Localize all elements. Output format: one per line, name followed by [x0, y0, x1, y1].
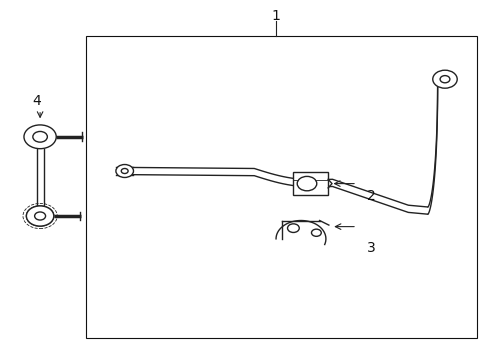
Text: 1: 1 [271, 9, 280, 23]
Circle shape [287, 224, 299, 233]
Circle shape [116, 165, 133, 177]
Circle shape [297, 176, 316, 191]
Circle shape [35, 212, 45, 220]
Text: 4: 4 [32, 94, 41, 108]
Circle shape [311, 229, 321, 237]
Circle shape [121, 168, 128, 174]
Bar [85, 36, 476, 338]
Circle shape [33, 131, 47, 142]
Circle shape [23, 203, 57, 229]
Circle shape [26, 206, 54, 226]
Circle shape [24, 125, 56, 149]
Text: 3: 3 [366, 242, 375, 255]
Circle shape [432, 70, 456, 88]
Circle shape [439, 76, 449, 83]
Circle shape [26, 206, 54, 226]
Bar [292, 172, 327, 195]
Text: 2: 2 [366, 189, 375, 203]
